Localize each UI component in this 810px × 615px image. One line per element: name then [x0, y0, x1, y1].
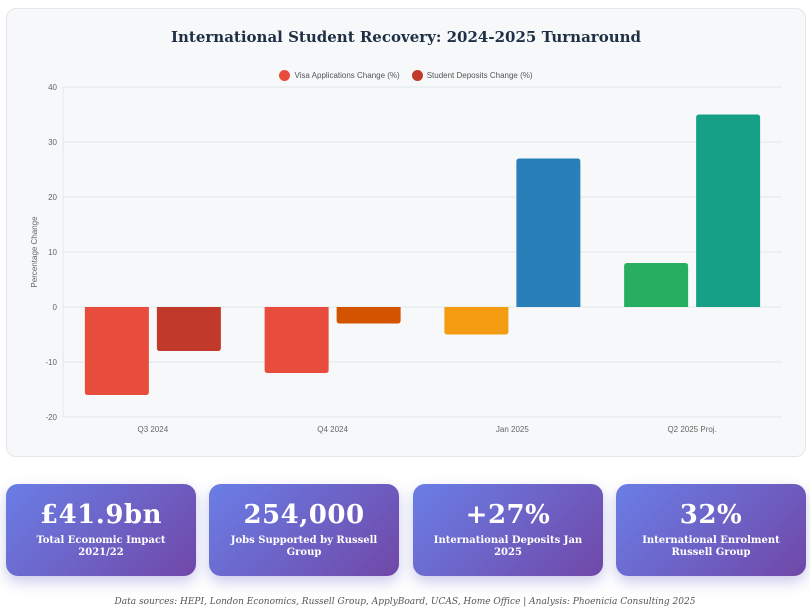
bar-deposits-3	[696, 114, 761, 307]
stat-card-deposits: +27% International Deposits Jan 2025	[413, 484, 603, 576]
stats-row: £41.9bn Total Economic Impact 2021/22 25…	[6, 484, 806, 576]
legend-swatch-deposits	[411, 70, 423, 81]
data-sources-footer: Data sources: HEPI, London Economics, Ru…	[114, 597, 696, 607]
x-tick-label: Q3 2024	[138, 425, 169, 434]
y-tick-label: 10	[48, 248, 57, 257]
legend-swatch-visa	[279, 70, 291, 81]
legend-label-visa: Visa Applications Change (%)	[294, 71, 400, 80]
bar-deposits-1	[336, 307, 401, 324]
y-axis-label: Percentage Change	[30, 216, 39, 288]
y-tick-label: 30	[48, 138, 57, 147]
chart-title: International Student Recovery: 2024-202…	[170, 28, 641, 46]
bar-chart: -20 -10 0 10 20 30 40 Percentage Change Q3 2024 Q…	[30, 83, 782, 434]
x-tick-label: Q4 2024	[317, 425, 348, 434]
stat-value: +27%	[465, 500, 551, 530]
x-tick-label: Q2 2025 Proj.	[667, 425, 716, 434]
bar-deposits-2	[516, 158, 581, 307]
bar-deposits-0	[156, 307, 221, 351]
y-tick-label: -20	[45, 413, 57, 422]
stat-value: 254,000	[243, 500, 365, 530]
y-tick-label: 20	[48, 193, 57, 202]
bar-visa-0	[84, 307, 149, 395]
y-tick-label: -10	[45, 358, 57, 367]
bar-visa-1	[264, 307, 329, 373]
chart-legend: Visa Applications Change (%) Student Dep…	[7, 70, 805, 81]
y-tick-label: 0	[53, 303, 58, 312]
legend-item-visa[interactable]: Visa Applications Change (%)	[279, 70, 400, 81]
stat-card-enrolment: 32% International Enrolment Russell Grou…	[616, 484, 806, 576]
legend-item-deposits[interactable]: Student Deposits Change (%)	[411, 70, 533, 81]
stat-value: £41.9bn	[40, 500, 162, 530]
stat-value: 32%	[679, 500, 743, 530]
stat-card-jobs: 254,000 Jobs Supported by Russell Group	[209, 484, 399, 576]
stat-label: International Deposits Jan 2025	[433, 535, 583, 558]
stat-label: Jobs Supported by Russell Group	[230, 535, 378, 558]
chart-card: International Student Recovery: 2024-202…	[6, 8, 806, 457]
stat-label: Total Economic Impact 2021/22	[36, 535, 166, 558]
stat-label: International Enrolment Russell Group	[642, 535, 780, 558]
y-tick-label: 40	[48, 83, 57, 92]
bar-visa-2	[444, 307, 509, 335]
bar-visa-3	[624, 263, 689, 307]
stat-card-economic-impact: £41.9bn Total Economic Impact 2021/22	[6, 484, 196, 576]
x-tick-label: Jan 2025	[496, 425, 529, 434]
legend-label-deposits: Student Deposits Change (%)	[426, 71, 533, 80]
